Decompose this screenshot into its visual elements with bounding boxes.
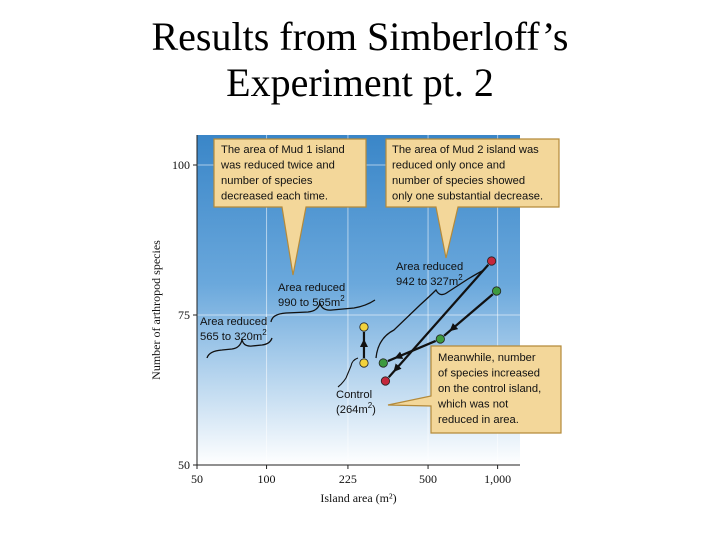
label-area-990: Area reduced 990 to 565m2: [278, 282, 345, 309]
mud1-point: [378, 358, 388, 368]
bracket-990: [270, 299, 376, 323]
mud2-point: [487, 256, 497, 266]
title-line-1: Results from Simberloff’s: [151, 14, 569, 59]
label-control: Control (264m2): [336, 389, 376, 416]
title-line-2: Experiment pt. 2: [226, 60, 494, 105]
bracket-control: [337, 357, 359, 388]
y-tick-label: 100: [172, 158, 190, 172]
x-tick-label: 50: [191, 472, 203, 486]
axes: 50 100 225 500 1,000 100 75 50 Island area (m²) N…: [149, 135, 520, 505]
label-area-565: Area reduced 565 to 320m2: [200, 316, 267, 343]
mud2-segment: [387, 264, 490, 378]
x-tick-label: 500: [419, 472, 437, 486]
y-tick-label: 75: [178, 308, 190, 322]
mud2-arrowhead: [393, 363, 402, 373]
callout-control-box: [387, 345, 562, 434]
mud2-point: [380, 376, 391, 386]
control-point: [359, 322, 369, 332]
bracket-565: [206, 337, 273, 359]
callout-control-text: Meanwhile, number of species increased on …: [437, 352, 541, 426]
x-tick-label: 225: [339, 472, 357, 486]
callout-mud2-text: The area of Mud 2 island was reduced only…: [392, 144, 543, 203]
x-tick-label: 1,000: [484, 472, 511, 486]
slide-title: Results from Simberloff’s Experiment pt.…: [0, 14, 720, 106]
callout-mud2-box: [385, 138, 560, 259]
bracket-942: [375, 269, 485, 359]
mud1-point: [435, 334, 445, 344]
mud1-point: [491, 286, 502, 296]
mud1-arrowhead: [449, 322, 459, 332]
y-tick-label: 50: [178, 458, 190, 472]
y-axis-title: Number of arthropod species: [149, 240, 163, 380]
label-area-942: Area reduced 942 to 327m2: [396, 261, 463, 288]
x-axis-title: Island area (m²): [320, 491, 396, 505]
control-point: [359, 358, 369, 368]
annotations: The area of Mud 1 island was reduced twic…: [200, 138, 562, 434]
x-tick-label: 100: [258, 472, 276, 486]
mud1-arrowhead: [394, 351, 404, 359]
callout-mud1-text: The area of Mud 1 island was reduced twic…: [220, 144, 345, 203]
callout-mud1-box: [213, 138, 367, 276]
series: [359, 256, 502, 386]
